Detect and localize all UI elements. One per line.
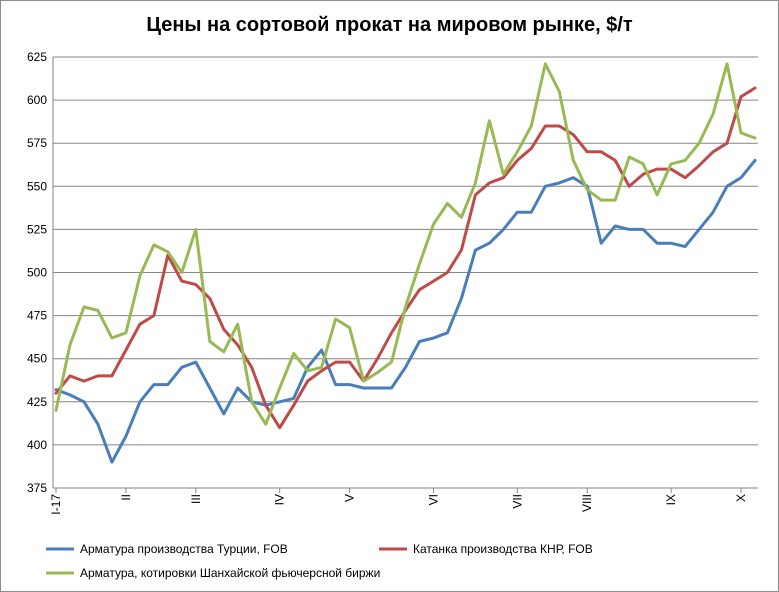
legend-label-2: Катанка производства КНР, FOB — [413, 542, 593, 556]
x-tick-label: VIII — [580, 494, 594, 512]
y-axis-tick-labels: 375 400 425 450 475 500 525 550 575 600 625 — [27, 50, 47, 495]
legend: Арматура производства Турции, FOB Катанка… — [46, 542, 593, 580]
x-tick-label: III — [189, 494, 203, 504]
series-line-3 — [54, 62, 757, 426]
y-tick-label: 525 — [27, 222, 47, 236]
y-tick-label: 425 — [27, 395, 47, 409]
x-tick-label: VII — [510, 494, 524, 509]
y-tick-label: 475 — [27, 309, 47, 323]
x-tick-label: IV — [273, 494, 287, 505]
y-tick-label: 500 — [27, 266, 47, 280]
y-tick-label: 575 — [27, 136, 47, 150]
y-tick-label: 625 — [27, 50, 47, 64]
x-tick-label: X — [734, 494, 748, 502]
chart-title: Цены на сортовой прокат на мировом рынке… — [146, 14, 633, 36]
y-tick-label: 600 — [27, 93, 47, 107]
series-line-1 — [54, 158, 757, 464]
legend-label-1: Арматура производства Турции, FOB — [80, 542, 288, 556]
series-line-2 — [54, 86, 757, 430]
gridlines — [53, 56, 758, 489]
x-tick-label: I-17 — [49, 494, 63, 515]
x-tick-label: V — [343, 494, 357, 502]
y-tick-label: 400 — [27, 438, 47, 452]
y-tick-label: 375 — [27, 481, 47, 495]
x-axis: I-17IIIIIIVVVIVIIVIIIIXXXIXII — [49, 57, 748, 515]
x-tick-label: II — [119, 494, 133, 501]
series-lines — [54, 62, 757, 464]
x-tick-label: IX — [664, 494, 678, 505]
y-tick-label: 450 — [27, 352, 47, 366]
legend-label-3: Арматура, котировки Шанхайской фьючерсно… — [80, 566, 380, 580]
y-tick-label: 550 — [27, 179, 47, 193]
x-tick-label: VI — [426, 494, 440, 505]
